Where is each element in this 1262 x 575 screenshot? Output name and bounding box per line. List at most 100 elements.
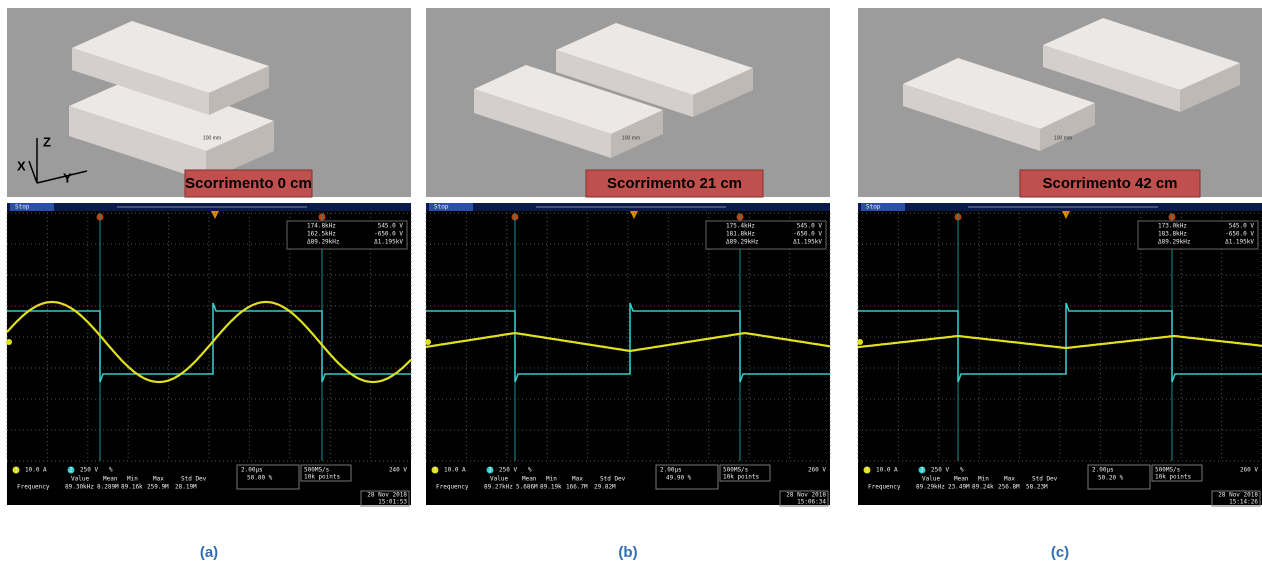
stat-header: Value <box>71 476 89 483</box>
stat-value: 28.19M <box>175 484 197 491</box>
sample-rate: 500MS/s <box>1155 467 1181 474</box>
dimension-label: 100 mm <box>203 135 221 141</box>
time: 15:06:34 <box>797 499 826 506</box>
readout: 175.4kHz <box>726 223 755 230</box>
stat-header: Value <box>922 476 940 483</box>
stat-header: Max <box>153 476 164 483</box>
trigger-pos: 50.20 % <box>1098 475 1124 482</box>
trigger-pos: 49.90 % <box>666 475 692 482</box>
axis-label: Y <box>63 170 72 185</box>
readout: -650.0 V <box>1225 231 1254 238</box>
sample-rate: 500MS/s <box>304 467 330 474</box>
readout: 183.8kHz <box>1158 231 1187 238</box>
stat-header: Min <box>127 476 138 483</box>
ch-badge-label: 2 <box>920 467 924 474</box>
stat-header: Mean <box>522 476 537 483</box>
status: Stop <box>434 204 449 211</box>
stat-header: Value <box>490 476 508 483</box>
sample-rate: 500MS/s <box>723 467 749 474</box>
stat-value: 89.24k <box>972 484 994 491</box>
trigger-level: 260 V <box>1240 467 1258 474</box>
readout: 173.0kHz <box>1158 223 1187 230</box>
stat-value: 23.49M <box>948 484 970 491</box>
ch-badge-label: 2 <box>69 467 73 474</box>
ch1-scale: 10.0 A <box>25 467 47 474</box>
panel-label: (b) <box>618 544 637 561</box>
ch2-unit: % <box>960 467 964 474</box>
ch-badge-label: 1 <box>865 467 869 474</box>
readout: 181.8kHz <box>726 231 755 238</box>
stat-value: 29.82M <box>594 484 616 491</box>
ch2-scale: 250 V <box>931 467 949 474</box>
stat-header: Min <box>978 476 989 483</box>
readout: Δ1.195kV <box>793 239 822 246</box>
dimension-label: 100 mm <box>622 135 640 141</box>
readout: Δ1.195kV <box>374 239 403 246</box>
stat-value: 89.27kHz <box>484 484 513 491</box>
readout: Δ1.195kV <box>1225 239 1254 246</box>
ch2-unit: % <box>109 467 113 474</box>
dimension-label: 100 mm <box>1054 135 1072 141</box>
stat-value: 256.8M <box>998 484 1020 491</box>
measurement: Frequency <box>868 484 901 491</box>
record-length: 10k points <box>1155 474 1192 481</box>
date: 28 Nov 2018 <box>786 492 826 499</box>
readout: 174.8kHz <box>307 223 336 230</box>
stat-value: 166.7M <box>566 484 588 491</box>
ch-badge-label: 1 <box>433 467 437 474</box>
readout: 545.0 V <box>1229 223 1255 230</box>
ch1-ground-marker <box>6 339 12 345</box>
caption: Scorrimento 42 cm <box>1042 175 1177 192</box>
readout: -650.0 V <box>793 231 822 238</box>
record-length: 10k points <box>304 474 341 481</box>
stat-header: Min <box>546 476 557 483</box>
trigger-level: 260 V <box>808 467 826 474</box>
stat-header: Mean <box>954 476 969 483</box>
date: 28 Nov 2018 <box>367 492 407 499</box>
stat-header: Std Dev <box>181 476 207 483</box>
readout: 545.0 V <box>378 223 404 230</box>
stat-header: Std Dev <box>600 476 626 483</box>
readout: 545.0 V <box>797 223 823 230</box>
ch-badge-label: 1 <box>14 467 18 474</box>
stat-value: 89.30kHz <box>65 484 94 491</box>
ch1-ground-marker <box>857 339 863 345</box>
caption: Scorrimento 21 cm <box>607 175 742 192</box>
readout: 162.5kHz <box>307 231 336 238</box>
readout: Δ89.29kHz <box>726 239 759 246</box>
stat-value: 89.29kHz <box>916 484 945 491</box>
status: Stop <box>15 204 30 211</box>
stat-value: 8.289M <box>97 484 119 491</box>
date: 28 Nov 2018 <box>1218 492 1258 499</box>
ch2-scale: 250 V <box>80 467 98 474</box>
stat-value: 89.19k <box>540 484 562 491</box>
timebase: 2.00µs <box>241 467 263 474</box>
stat-header: Max <box>572 476 583 483</box>
axis-label: X <box>17 158 26 173</box>
ch1-ground-marker <box>425 339 431 345</box>
measurement: Frequency <box>436 484 469 491</box>
caption: Scorrimento 0 cm <box>185 175 312 192</box>
timebase: 2.00µs <box>1092 467 1114 474</box>
stat-value: 5.686M <box>516 484 538 491</box>
stat-value: 259.9M <box>147 484 169 491</box>
trigger-level: 240 V <box>389 467 407 474</box>
ch2-unit: % <box>528 467 532 474</box>
readout: -650.0 V <box>374 231 403 238</box>
ch-badge-label: 2 <box>488 467 492 474</box>
readout: Δ89.29kHz <box>1158 239 1191 246</box>
ch2-scale: 250 V <box>499 467 517 474</box>
figure: 100 mmScorrimento 0 cmZYXStop174.8kHz545… <box>0 0 1262 575</box>
ch1-scale: 10.0 A <box>876 467 898 474</box>
status: Stop <box>866 204 881 211</box>
time: 15:14:26 <box>1229 499 1258 506</box>
measurement: Frequency <box>17 484 50 491</box>
panel-label: (a) <box>200 544 218 561</box>
stat-header: Max <box>1004 476 1015 483</box>
trigger-pos: 50.00 % <box>247 475 273 482</box>
stat-value: 58.23M <box>1026 484 1048 491</box>
stat-header: Mean <box>103 476 118 483</box>
stat-value: 89.16k <box>121 484 143 491</box>
stat-header: Std Dev <box>1032 476 1058 483</box>
timebase: 2.00µs <box>660 467 682 474</box>
